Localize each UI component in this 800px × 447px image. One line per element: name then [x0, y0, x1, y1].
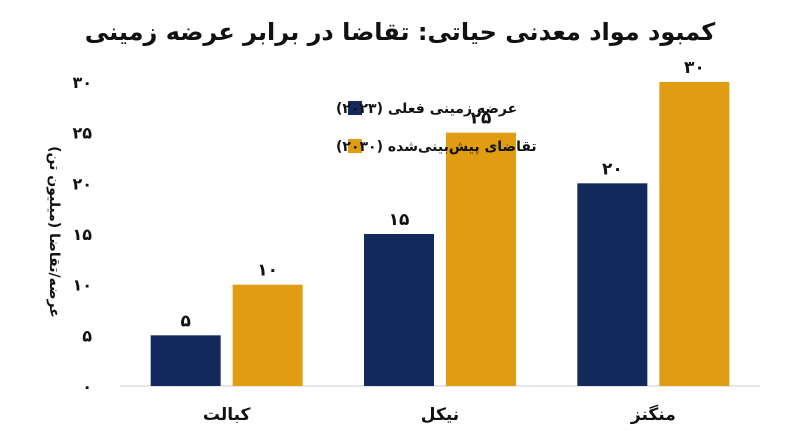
- data-label: ۵: [180, 311, 190, 331]
- bar-supply: [150, 335, 221, 386]
- data-label: ۱۰: [257, 261, 278, 281]
- y-tick-label: ۵: [82, 326, 92, 345]
- bars: [150, 82, 730, 386]
- y-tick-label: ۰: [82, 377, 92, 396]
- y-axis-ticks: ۰ ۵ ۱۰ ۱۵ ۲۰ ۲۵ ۳۰: [72, 73, 92, 396]
- data-label: ۱۵: [389, 210, 410, 230]
- chart-title: کمبود مواد معدنی حیاتی: تقاضا در برابر ع…: [85, 18, 715, 46]
- legend-label: عرضه زمینی فعلی (۲۰۲۳): [336, 101, 517, 117]
- bar-demand: [446, 132, 516, 386]
- data-label: ۲۵: [471, 109, 492, 129]
- x-tick-label: منگنز: [630, 404, 676, 425]
- y-axis-label: عرضه/تقاضا (میلیون تن): [46, 146, 62, 318]
- y-tick-label: ۲۰: [72, 174, 92, 193]
- bar-supply: [364, 234, 434, 386]
- legend-label: تقاضای پیش‌بینی‌شده (۲۰۳۰): [336, 139, 537, 155]
- data-label: ۲۰: [602, 159, 623, 179]
- x-tick-label: کبالت: [203, 405, 251, 425]
- bar-demand: [659, 82, 730, 386]
- x-tick-label: نیکل: [421, 405, 459, 425]
- data-labels: ۵ ۱۰ ۱۵ ۲۵ ۲۰ ۳۰: [180, 58, 704, 331]
- bar-demand: [232, 284, 303, 386]
- x-axis-categories: کبالت نیکل منگنز: [203, 404, 676, 425]
- y-tick-label: ۲۵: [72, 124, 92, 143]
- bar-supply: [577, 183, 648, 386]
- data-label: ۳۰: [684, 58, 705, 78]
- y-tick-label: ۳۰: [72, 73, 92, 92]
- y-tick-label: ۱۰: [72, 276, 92, 295]
- legend: عرضه زمینی فعلی (۲۰۲۳) تقاضای پیش‌بینی‌شد…: [336, 101, 537, 155]
- legend-swatch: [348, 101, 362, 115]
- legend-swatch: [348, 139, 362, 153]
- y-tick-label: ۱۵: [72, 225, 92, 244]
